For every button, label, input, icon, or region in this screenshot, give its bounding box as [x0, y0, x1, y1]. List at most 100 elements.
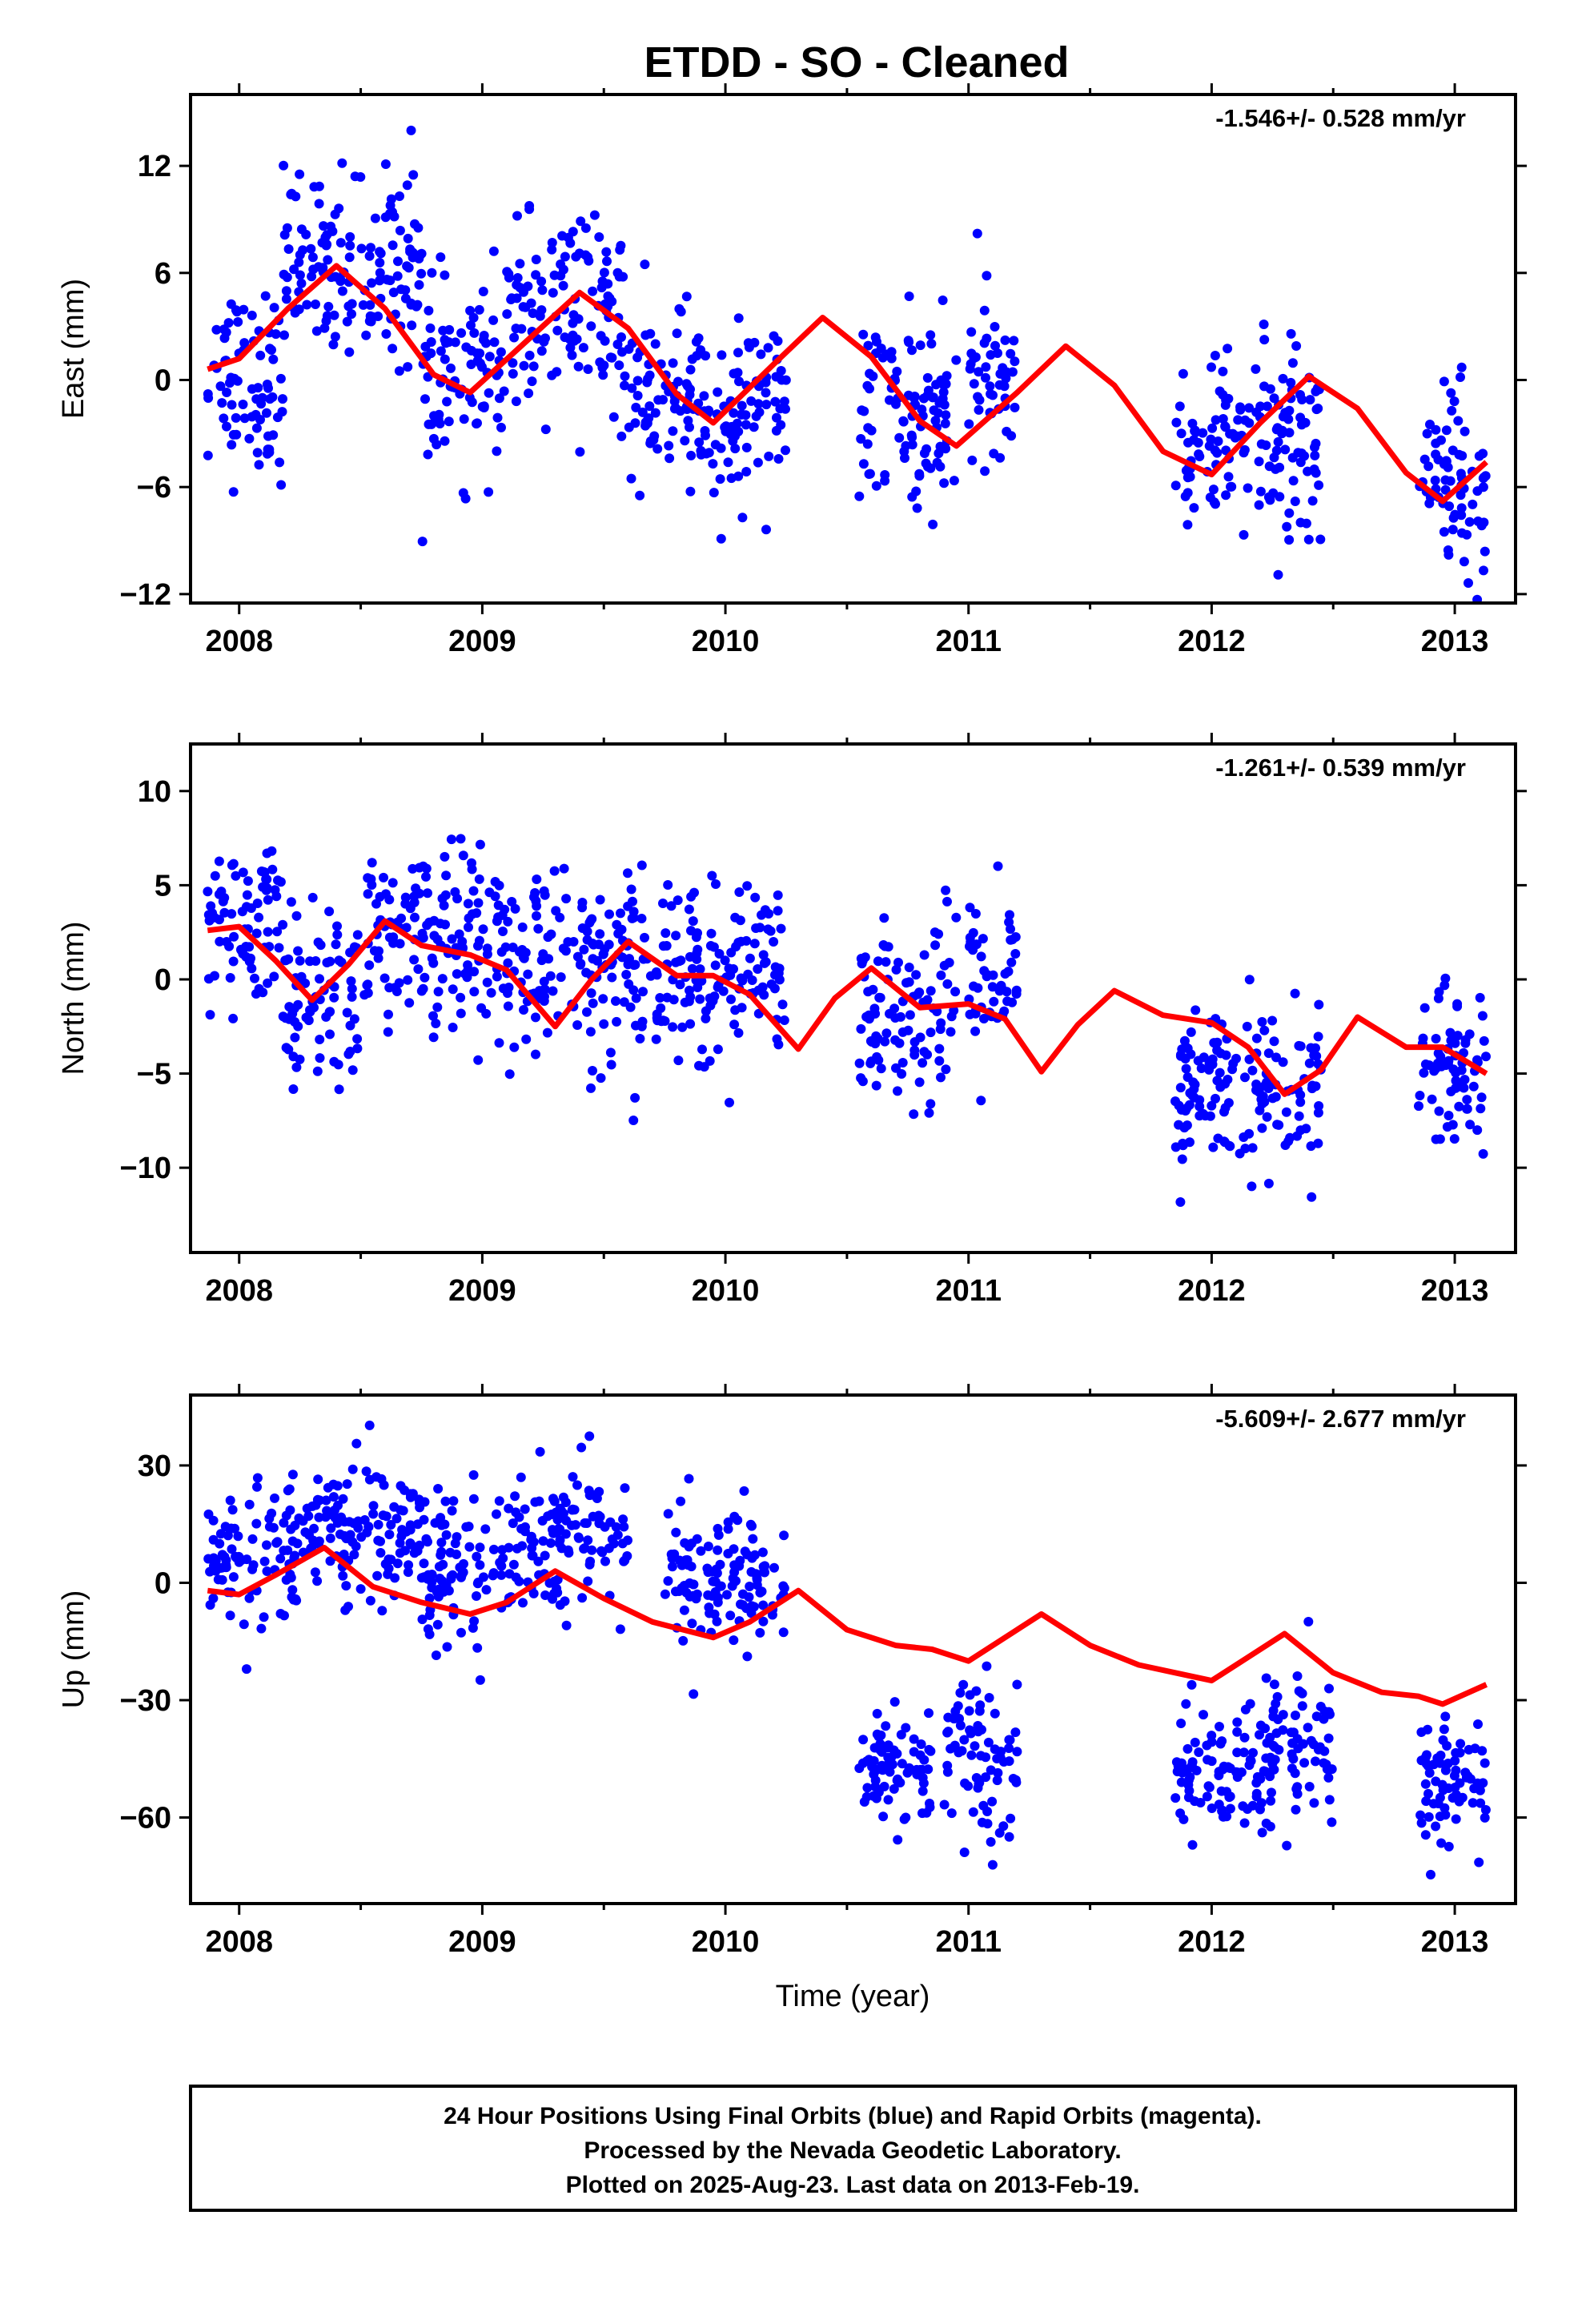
data-point [915, 340, 926, 351]
data-point [578, 343, 588, 353]
data-point [907, 440, 917, 450]
data-point [456, 1008, 466, 1019]
data-point [939, 478, 950, 489]
data-point [926, 339, 937, 349]
data-point [618, 1514, 628, 1525]
data-point [733, 313, 744, 324]
data-point [621, 970, 632, 979]
data-point [878, 1811, 889, 1822]
data-point [871, 1080, 881, 1091]
data-point [758, 1616, 769, 1626]
data-point [503, 1001, 513, 1011]
data-point [1254, 500, 1264, 510]
velocity-annotation: -1.261+/- 0.539 mm/yr [1215, 754, 1466, 782]
data-point [516, 324, 527, 334]
data-point [1451, 1814, 1461, 1824]
data-point [420, 394, 430, 404]
data-point [516, 1472, 526, 1482]
data-point [231, 305, 241, 316]
data-point [749, 939, 760, 949]
data-point [1293, 1743, 1303, 1754]
data-point [778, 1627, 789, 1638]
data-point [1251, 1788, 1262, 1799]
data-point [347, 1537, 358, 1547]
data-point [227, 909, 237, 919]
data-point [1210, 351, 1220, 360]
data-point [350, 171, 360, 182]
data-point [475, 1542, 485, 1553]
data-point [408, 252, 418, 263]
data-point [1287, 452, 1298, 463]
data-point [467, 858, 476, 868]
data-point [1004, 917, 1014, 927]
data-point [632, 391, 643, 400]
data-point [1257, 1827, 1267, 1838]
data-point [1187, 1757, 1198, 1767]
data-point [263, 895, 273, 905]
data-point [1439, 980, 1450, 991]
data-point [1278, 1057, 1288, 1068]
data-point [951, 355, 962, 365]
data-point [746, 1608, 757, 1618]
data-point [572, 1480, 582, 1490]
data-point [559, 863, 569, 874]
data-point [528, 1588, 539, 1598]
data-point [378, 1510, 388, 1521]
data-point [753, 457, 763, 468]
data-point [758, 1600, 769, 1610]
data-point [1295, 457, 1306, 468]
data-point [356, 243, 367, 254]
data-point [941, 410, 951, 420]
data-point [275, 1554, 286, 1564]
data-point [1420, 1752, 1431, 1763]
data-point [1433, 993, 1443, 1003]
data-point [519, 360, 529, 371]
data-point [885, 1008, 894, 1019]
data-point [665, 453, 675, 464]
data-point [974, 367, 984, 377]
data-point [692, 948, 702, 959]
data-point [624, 979, 634, 989]
data-point [697, 1044, 707, 1055]
data-point [436, 1575, 447, 1586]
data-point [627, 913, 637, 923]
data-point [1244, 403, 1255, 413]
data-point [500, 942, 511, 952]
data-point [751, 411, 761, 421]
data-point [557, 231, 568, 241]
data-point [1255, 1804, 1265, 1815]
data-point [390, 1573, 400, 1583]
data-point [771, 425, 781, 436]
data-point [219, 907, 230, 918]
data-point [741, 442, 752, 452]
data-point [1259, 320, 1269, 329]
data-point [368, 1501, 379, 1511]
data-point [1183, 1792, 1194, 1803]
data-point [492, 412, 503, 423]
data-point [1286, 328, 1296, 339]
model-line [207, 918, 1488, 1097]
data-point [1462, 1104, 1472, 1114]
data-point [893, 957, 903, 967]
data-point [322, 311, 332, 321]
data-point [558, 280, 568, 291]
data-point [612, 919, 622, 930]
data-point [288, 1594, 299, 1605]
data-point [631, 1020, 640, 1031]
data-point [417, 928, 428, 939]
data-point [469, 328, 480, 338]
data-point [763, 343, 773, 353]
data-point [627, 383, 637, 393]
data-point [921, 1807, 932, 1818]
y-tick-label: −5 [137, 1058, 171, 1092]
data-point [475, 1560, 485, 1570]
data-point [329, 310, 339, 320]
data-point [966, 327, 977, 337]
data-point [1187, 1839, 1198, 1850]
data-point [1215, 1739, 1226, 1749]
data-point [215, 381, 226, 392]
data-point [974, 1706, 985, 1716]
data-point [227, 1505, 238, 1515]
data-point [395, 191, 404, 201]
data-point [234, 1557, 244, 1567]
